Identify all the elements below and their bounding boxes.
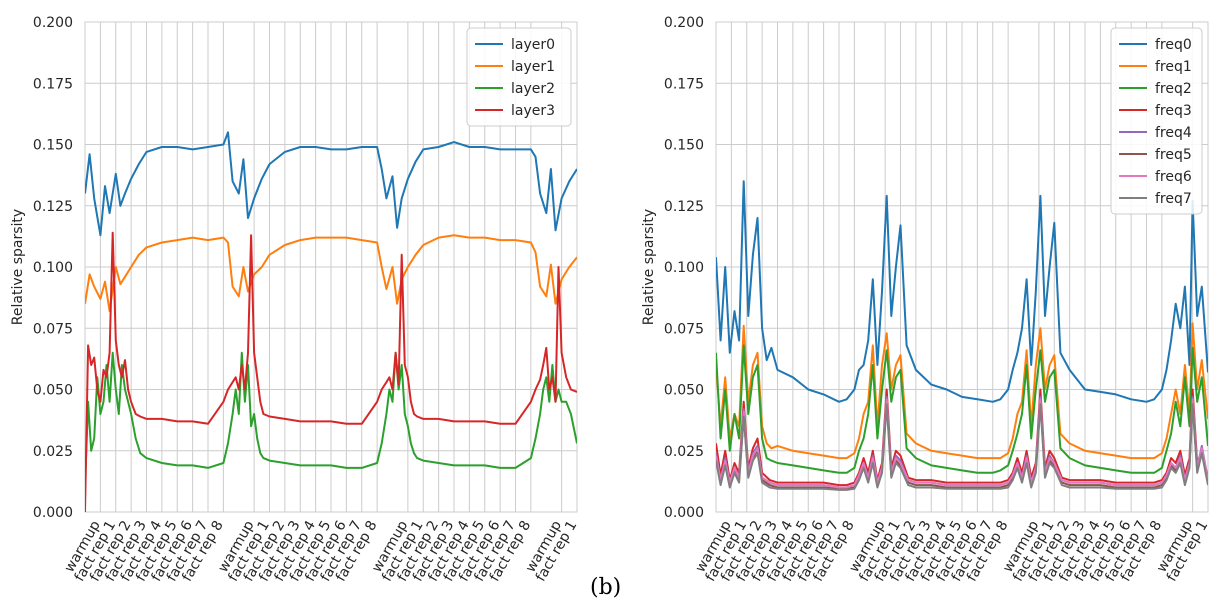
series-line-freq3 xyxy=(716,388,1208,487)
y-tick-label: 0.150 xyxy=(33,138,73,154)
y-tick-label: 0.100 xyxy=(664,260,704,276)
y-tick-label: 0.175 xyxy=(664,76,704,92)
legend-label-freq6: freq6 xyxy=(1155,169,1192,185)
right-chart-panel: 0.000 0.025 0.050 0.075 0.100 0.125 0.150 0.175… xyxy=(641,15,1211,584)
y-tick-label: 0.000 xyxy=(664,505,704,521)
figure-caption: (b) xyxy=(590,575,622,600)
left-chart-panel: 0.000 0.025 0.050 0.075 0.100 0.125 0.150 0.175… xyxy=(10,15,580,584)
y-tick-label: 0.075 xyxy=(33,321,73,337)
series-line-freq2 xyxy=(716,344,1208,474)
y-tick-label: 0.125 xyxy=(664,199,704,215)
legend-label-freq7: freq7 xyxy=(1155,191,1192,207)
y-tick-label: 0.050 xyxy=(664,383,704,399)
legend-label-freq2: freq2 xyxy=(1155,81,1192,97)
legend-label-freq5: freq5 xyxy=(1155,147,1192,163)
series-line-freq5 xyxy=(716,400,1208,490)
legend-label-layer3: layer3 xyxy=(511,103,555,119)
series-line-freq6 xyxy=(716,398,1208,489)
y-tick-label: 0.200 xyxy=(33,15,73,31)
y-tick-label: 0.025 xyxy=(33,444,73,460)
y-tick-label: 0.175 xyxy=(33,76,73,92)
legend-box xyxy=(466,27,572,127)
legend-label-layer1: layer1 xyxy=(511,59,555,75)
series-line-layer0 xyxy=(85,131,577,237)
series-line-layer2 xyxy=(85,351,577,488)
legend-label-freq1: freq1 xyxy=(1155,59,1192,75)
series-line-layer3 xyxy=(85,231,577,512)
y-tick-label: 0.075 xyxy=(664,321,704,337)
series-line-freq7 xyxy=(716,403,1208,491)
series-line-freq0 xyxy=(716,180,1208,403)
y-tick-label: 0.000 xyxy=(33,505,73,521)
y-tick-label: 0.150 xyxy=(664,138,704,154)
y-axis-label: Relative sparsity xyxy=(641,209,657,325)
y-tick-label: 0.025 xyxy=(664,444,704,460)
legend-label-freq4: freq4 xyxy=(1155,125,1192,141)
series-line-freq1 xyxy=(716,322,1208,460)
legend-label-freq3: freq3 xyxy=(1155,103,1192,119)
y-tick-label: 0.125 xyxy=(33,199,73,215)
series-line-layer1 xyxy=(85,234,577,313)
legend-label-layer2: layer2 xyxy=(511,81,555,97)
legend-label-layer0: layer0 xyxy=(511,37,555,53)
y-tick-label: 0.050 xyxy=(33,383,73,399)
y-tick-label: 0.100 xyxy=(33,260,73,276)
legend-label-freq0: freq0 xyxy=(1155,37,1192,53)
legend-box xyxy=(1110,27,1203,215)
y-tick-label: 0.200 xyxy=(664,15,704,31)
y-axis-label: Relative sparsity xyxy=(10,209,26,325)
